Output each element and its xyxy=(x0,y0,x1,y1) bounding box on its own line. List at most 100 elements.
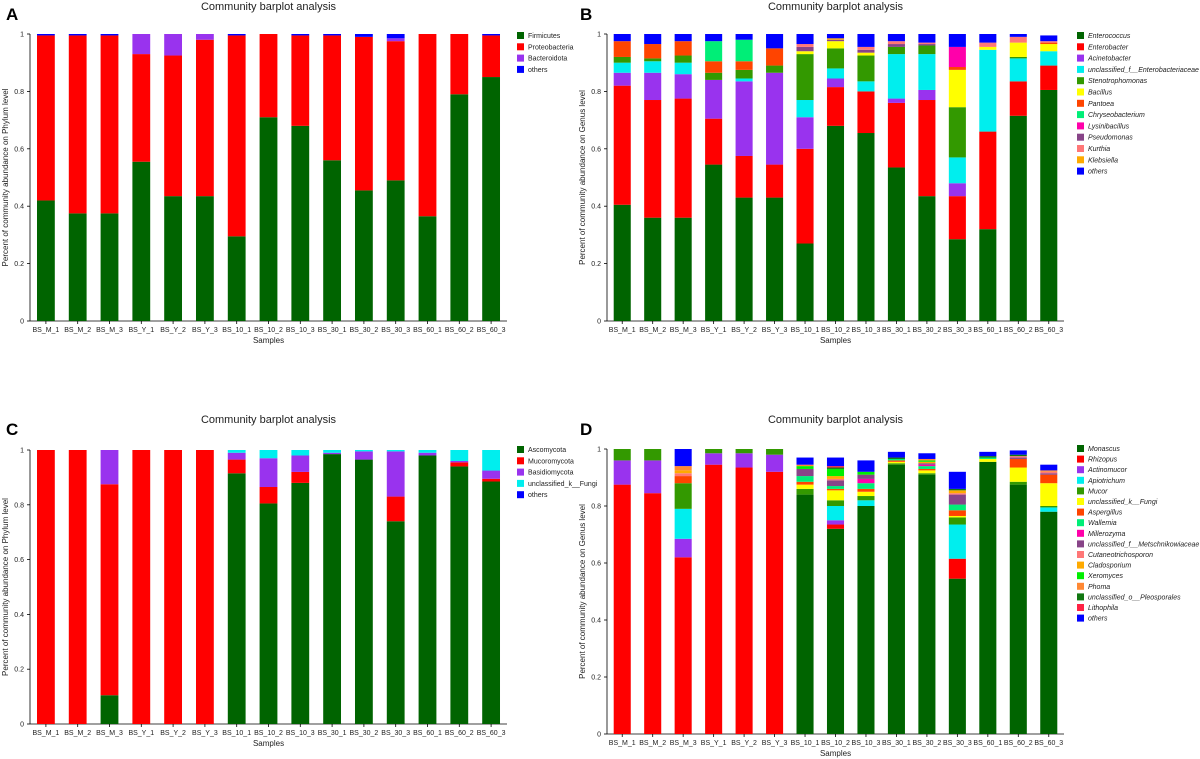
y-tick-label: 0.2 xyxy=(591,261,601,268)
bar-segment xyxy=(766,72,784,165)
x-tick-label: BS_M_1 xyxy=(609,740,636,747)
bar-segment xyxy=(36,450,55,724)
y-tick-label: 0.6 xyxy=(14,557,24,564)
legend: Firmicutes Proteobacteria Bacteroidota othe… xyxy=(517,32,574,74)
legend-swatch xyxy=(517,479,524,487)
bar-segment xyxy=(674,62,692,75)
legend: Ascomycota Mucoromycota Basidiomycota uncla… xyxy=(517,446,598,499)
bar-segment xyxy=(796,494,814,734)
x-tick-label: BS_10_3 xyxy=(852,327,881,334)
legend-label: Pseudomonas xyxy=(1088,135,1133,142)
x-tick-label: BS_60_3 xyxy=(477,327,506,334)
bar-segment xyxy=(386,38,405,42)
bar-segment xyxy=(705,72,723,80)
bar-segment xyxy=(323,454,342,724)
x-tick-label: BS_10_2 xyxy=(821,740,850,747)
bar-segment xyxy=(613,484,631,734)
bar-segment xyxy=(979,456,997,458)
x-tick-label: BS_Y_2 xyxy=(160,730,186,737)
legend-label: others xyxy=(1088,616,1108,623)
bar-segment xyxy=(227,35,246,237)
bar-segment xyxy=(796,44,814,47)
bar-segment xyxy=(323,452,342,455)
bar-segment xyxy=(354,450,373,452)
legend-swatch xyxy=(1077,156,1084,164)
bar-segment xyxy=(735,467,753,734)
legend-swatch xyxy=(1077,614,1084,622)
bar-segment xyxy=(826,38,845,40)
bar-segment xyxy=(705,41,723,62)
bar-segment xyxy=(100,450,119,485)
bar-segment xyxy=(132,54,151,162)
x-tick-label: BS_10_1 xyxy=(791,740,820,747)
bar-segment xyxy=(1040,42,1058,45)
bar-segment xyxy=(705,61,723,73)
bar-segment xyxy=(887,102,905,168)
bar-segment xyxy=(857,52,875,56)
y-tick-label: 1 xyxy=(20,32,24,39)
bar-segment xyxy=(259,486,278,504)
bar-segment xyxy=(100,484,119,696)
y-tick-label: 0.2 xyxy=(14,261,24,268)
bar-segment xyxy=(826,467,845,469)
bar-segment xyxy=(918,89,936,101)
chart-title: Community barplot analysis xyxy=(768,1,904,13)
bar-segment xyxy=(887,44,905,47)
legend-label: Rhizopus xyxy=(1088,457,1118,464)
bar-segment xyxy=(323,450,342,453)
bar-segment xyxy=(735,81,753,156)
bar-segment xyxy=(259,450,278,459)
x-tick-label: BS_10_3 xyxy=(852,740,881,747)
panel-d: D Community barplot analysis 0 0.2 0.4 0.6 0.8… xyxy=(578,414,1199,758)
bar-segment xyxy=(132,450,151,724)
bar-segment xyxy=(918,466,936,469)
legend-label: others xyxy=(528,67,548,74)
bar-segment xyxy=(613,34,631,42)
bar-segment xyxy=(1009,467,1027,482)
bar-segment xyxy=(918,42,936,45)
bar-segment xyxy=(857,478,875,484)
legend-swatch xyxy=(1077,88,1084,96)
x-tick-label: BS_M_3 xyxy=(670,740,697,747)
bar-segment xyxy=(979,458,997,462)
bar-segment xyxy=(857,55,875,82)
bar-segment xyxy=(613,62,631,73)
bar-segment xyxy=(227,473,246,724)
bar-segment xyxy=(857,91,875,134)
bar-segment xyxy=(857,506,875,734)
bar-segment xyxy=(100,695,119,724)
bar-segment xyxy=(918,44,936,46)
bar-segment xyxy=(1040,41,1058,43)
bar-segment xyxy=(826,476,845,479)
legend-swatch xyxy=(517,468,524,476)
legend-swatch xyxy=(517,65,524,73)
legend-label: Lithophila xyxy=(1088,605,1118,612)
bar-segment xyxy=(418,450,437,453)
bar-segment xyxy=(948,578,966,734)
bar-segment xyxy=(195,450,214,724)
legend-swatch xyxy=(1077,455,1084,463)
panel-a: A Community barplot analysis 0 0.2 0.4 0.6 0.8… xyxy=(1,1,574,345)
x-tick-label: BS_30_1 xyxy=(882,740,911,747)
y-tick-label: 0.4 xyxy=(14,204,24,211)
bar-segment xyxy=(1040,89,1058,321)
bar-segment xyxy=(705,79,723,119)
bar-segment xyxy=(354,190,373,321)
bar-segment xyxy=(644,493,662,734)
bar-segment xyxy=(644,217,662,321)
bar-segment xyxy=(979,34,997,43)
x-tick-label: BS_M_2 xyxy=(639,327,666,334)
bar-segment xyxy=(887,34,905,42)
legend-label: unclassified_k__Fungi xyxy=(528,481,598,488)
bar-segment xyxy=(1040,507,1058,512)
legend-label: Phoma xyxy=(1088,584,1110,591)
bar-segment xyxy=(826,490,845,501)
bar-segment xyxy=(735,34,753,40)
bar-segment xyxy=(948,69,966,108)
x-tick-label: BS_Y_1 xyxy=(128,327,154,334)
bar-segment xyxy=(857,496,875,501)
bar-segment xyxy=(705,453,723,465)
bar-segment xyxy=(948,196,966,240)
legend-swatch xyxy=(1077,604,1084,611)
legend-swatch xyxy=(1077,487,1084,495)
